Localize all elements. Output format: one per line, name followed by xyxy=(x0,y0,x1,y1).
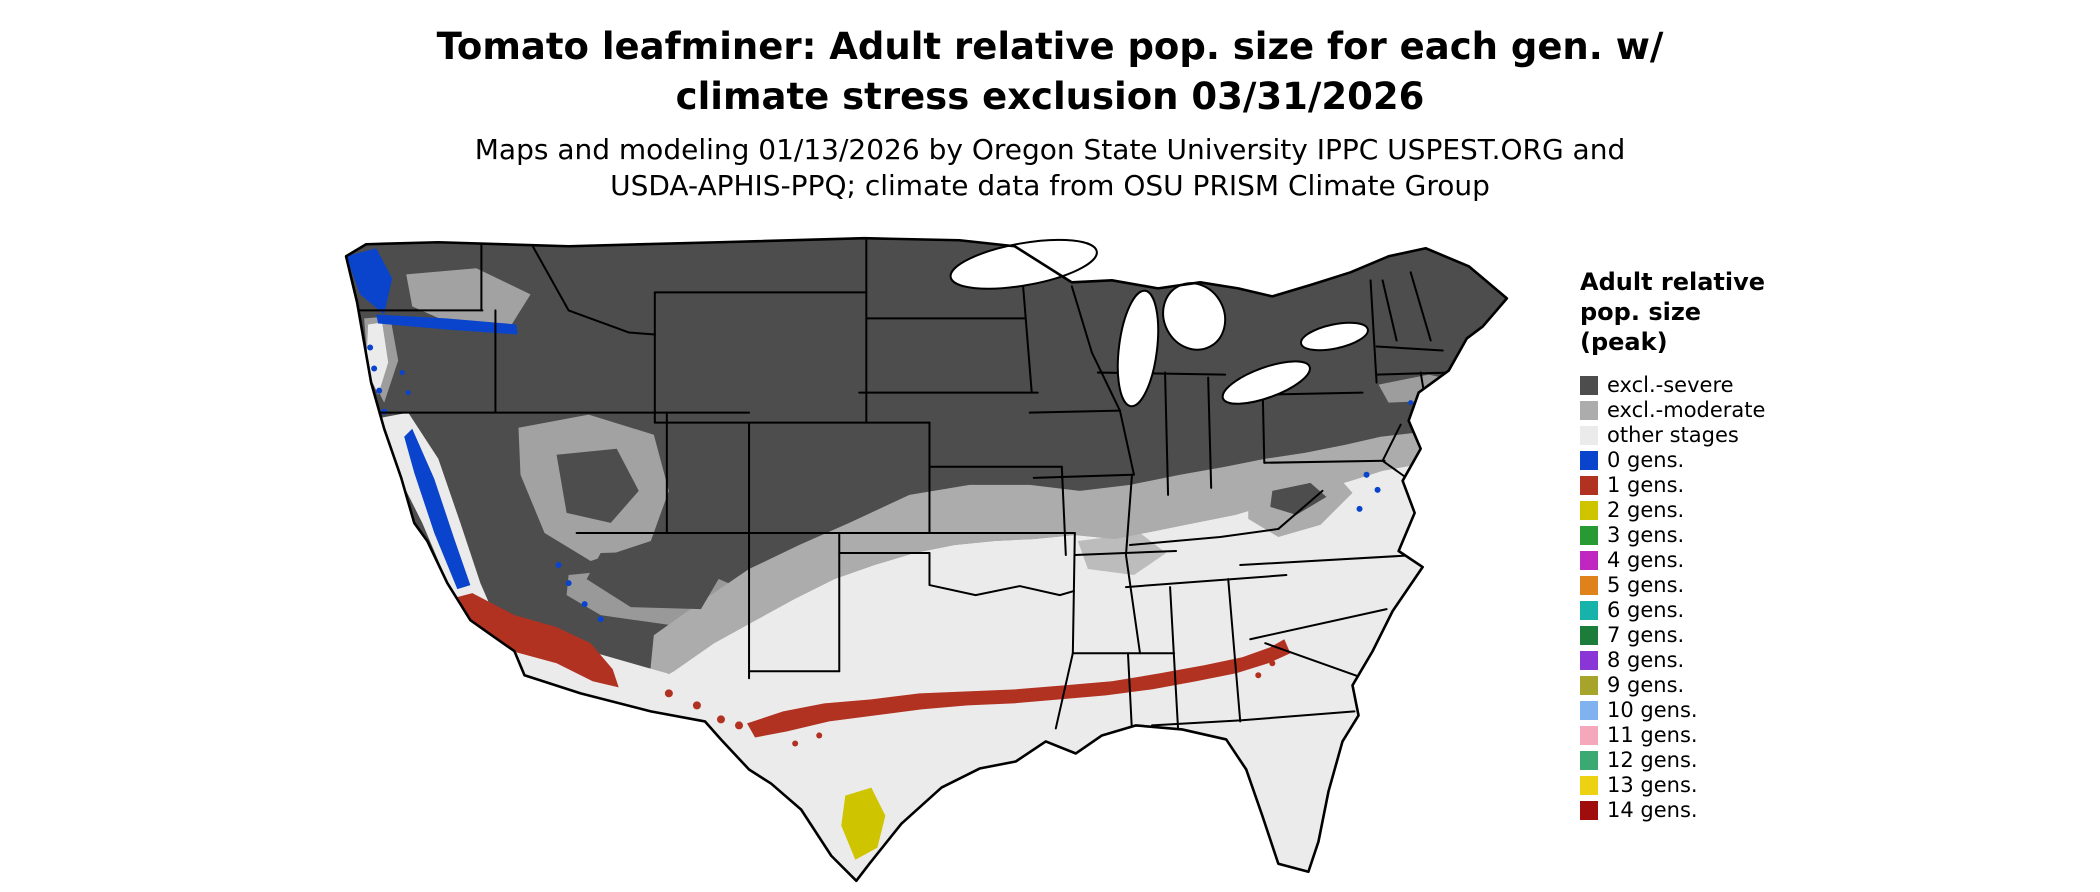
legend-item: 12 gens. xyxy=(1580,748,1910,773)
legend-item: 14 gens. xyxy=(1580,798,1910,823)
legend-item-label: excl.-moderate xyxy=(1607,398,1766,423)
legend-title: Adult relative pop. size (peak) xyxy=(1580,268,1910,357)
legend-item-label: 14 gens. xyxy=(1607,798,1698,823)
legend-item-label: 3 gens. xyxy=(1607,523,1685,548)
legend-items: excl.-severe excl.-moderate other stages 0 … xyxy=(1580,373,1910,823)
legend-item-label: 8 gens. xyxy=(1607,648,1685,673)
legend-swatch xyxy=(1580,526,1598,546)
legend-item: 11 gens. xyxy=(1580,723,1910,748)
legend-item: 10 gens. xyxy=(1580,698,1910,723)
page-title-line2: climate stress exclusion 03/31/2026 xyxy=(675,74,1425,118)
legend-swatch xyxy=(1580,701,1598,721)
legend-item-label: excl.-severe xyxy=(1607,373,1734,398)
legend-item: excl.-severe xyxy=(1580,373,1910,398)
legend-item: 0 gens. xyxy=(1580,448,1910,473)
legend-item: 13 gens. xyxy=(1580,773,1910,798)
legend-title-line1: Adult relative xyxy=(1580,268,1766,296)
region-0-gens xyxy=(346,248,1426,623)
legend-swatch xyxy=(1580,801,1598,821)
legend-swatch xyxy=(1580,501,1598,521)
page-subtitle-line2: USDA-APHIS-PPQ; climate data from OSU PR… xyxy=(610,168,1490,202)
region-excl-severe-patches-east xyxy=(586,482,1327,610)
legend-item: other stages xyxy=(1580,423,1910,448)
legend-item: 9 gens. xyxy=(1580,673,1910,698)
legend-item-label: 4 gens. xyxy=(1607,548,1685,573)
lake-erie xyxy=(1221,360,1311,405)
page-subtitle: Maps and modeling 01/13/2026 by Oregon S… xyxy=(0,132,2100,204)
legend-item: excl.-moderate xyxy=(1580,398,1910,423)
page-subtitle-line1: Maps and modeling 01/13/2026 by Oregon S… xyxy=(474,133,1626,166)
legend-swatch xyxy=(1580,651,1598,671)
legend-swatch xyxy=(1580,576,1598,596)
legend-item: 6 gens. xyxy=(1580,598,1910,623)
legend-item-label: other stages xyxy=(1607,423,1739,448)
region-excl-severe-patches xyxy=(556,448,639,523)
legend-swatch xyxy=(1580,626,1598,646)
legend-item-label: 10 gens. xyxy=(1607,698,1698,723)
legend-item-label: 13 gens. xyxy=(1607,773,1698,798)
legend-item: 8 gens. xyxy=(1580,648,1910,673)
legend-item-label: 5 gens. xyxy=(1607,573,1685,598)
legend-item: 2 gens. xyxy=(1580,498,1910,523)
legend-title-line3: (peak) xyxy=(1580,327,1668,356)
legend-item: 7 gens. xyxy=(1580,623,1910,648)
legend-item-label: 0 gens. xyxy=(1607,448,1685,473)
page-title: Tomato leafminer: Adult relative pop. si… xyxy=(0,22,2100,121)
legend-swatch xyxy=(1580,776,1598,796)
legend: Adult relative pop. size (peak) excl.-se… xyxy=(1580,268,1910,823)
legend-swatch xyxy=(1580,476,1598,496)
legend-swatch xyxy=(1580,401,1598,421)
legend-item-label: 2 gens. xyxy=(1607,498,1685,523)
legend-item-label: 11 gens. xyxy=(1607,723,1698,748)
state-borders xyxy=(347,239,1452,733)
legend-item-label: 7 gens. xyxy=(1607,623,1685,648)
great-lakes xyxy=(949,238,1369,408)
legend-swatch xyxy=(1580,726,1598,746)
legend-item: 5 gens. xyxy=(1580,573,1910,598)
legend-title-line2: pop. size xyxy=(1580,297,1702,326)
legend-item: 1 gens. xyxy=(1580,473,1910,498)
legend-swatch xyxy=(1580,551,1598,571)
us-map-svg xyxy=(344,236,1509,883)
lake-michigan xyxy=(1116,289,1160,408)
legend-item: 4 gens. xyxy=(1580,548,1910,573)
legend-swatch xyxy=(1580,601,1598,621)
legend-item-label: 6 gens. xyxy=(1607,598,1685,623)
page-title-line1: Tomato leafminer: Adult relative pop. si… xyxy=(436,25,1664,68)
legend-swatch xyxy=(1580,676,1598,696)
legend-item-label: 9 gens. xyxy=(1607,673,1685,698)
us-map xyxy=(318,222,1554,884)
legend-item-label: 1 gens. xyxy=(1607,473,1685,498)
legend-swatch xyxy=(1580,376,1598,396)
lake-ontario xyxy=(1300,321,1369,352)
legend-swatch xyxy=(1580,451,1598,471)
legend-item: 3 gens. xyxy=(1580,523,1910,548)
legend-swatch xyxy=(1580,426,1598,446)
legend-item-label: 12 gens. xyxy=(1607,748,1698,773)
legend-swatch xyxy=(1580,751,1598,771)
